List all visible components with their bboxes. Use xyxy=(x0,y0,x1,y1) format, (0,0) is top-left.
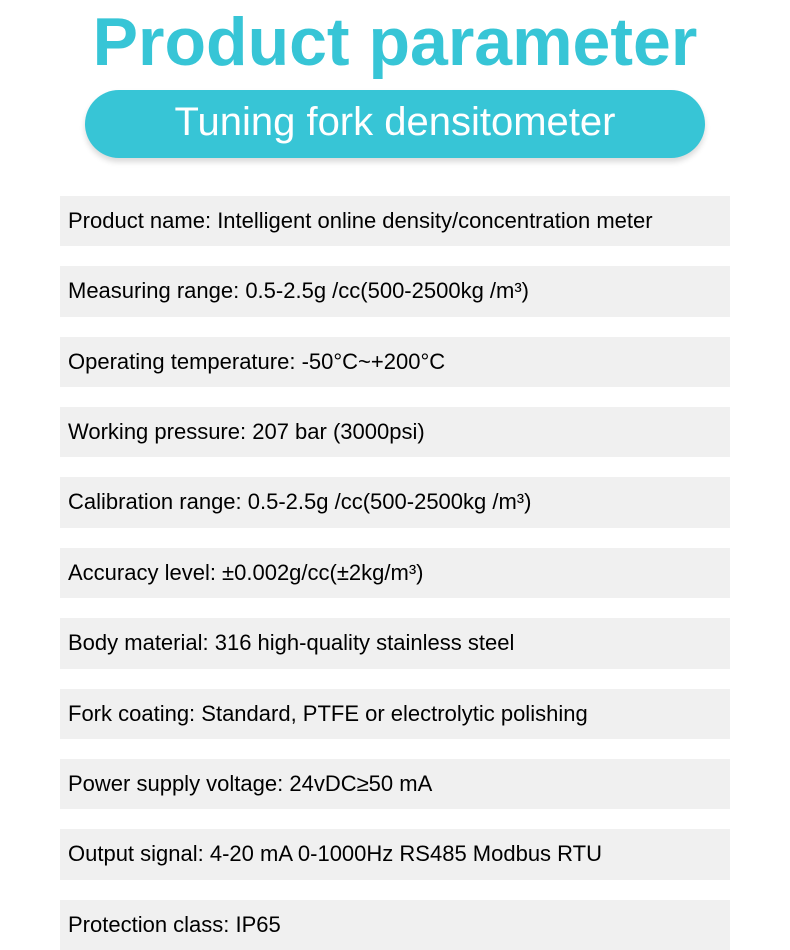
spec-row: Measuring range: 0.5-2.5g /cc(500-2500kg… xyxy=(60,266,730,316)
spec-row: Working pressure: 207 bar (3000psi) xyxy=(60,407,730,457)
spec-row: Calibration range: 0.5-2.5g /cc(500-2500… xyxy=(60,477,730,527)
spec-row: Product name: Intelligent online density… xyxy=(60,196,730,246)
subtitle-pill: Tuning fork densitometer xyxy=(85,90,705,158)
spec-row: Body material: 316 high-quality stainles… xyxy=(60,618,730,668)
spec-list: Product name: Intelligent online density… xyxy=(0,196,790,950)
spec-row: Operating temperature: -50°C~+200°C xyxy=(60,337,730,387)
spec-row: Fork coating: Standard, PTFE or electrol… xyxy=(60,689,730,739)
spec-row: Power supply voltage: 24vDC≥50 mA xyxy=(60,759,730,809)
spec-row: Output signal: 4-20 mA 0-1000Hz RS485 Mo… xyxy=(60,829,730,879)
page-title: Product parameter xyxy=(0,0,790,80)
spec-row: Protection class: IP65 xyxy=(60,900,730,950)
spec-row: Accuracy level: ±0.002g/cc(±2kg/m³) xyxy=(60,548,730,598)
